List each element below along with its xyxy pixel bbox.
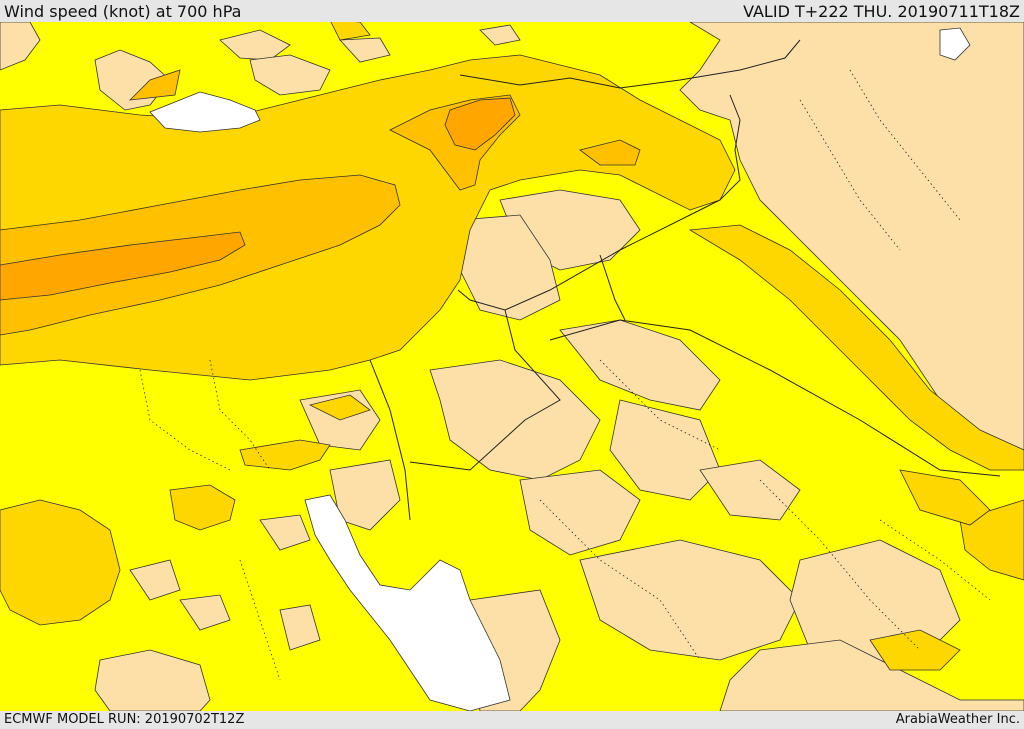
- wind-speed-map[interactable]: [0, 22, 1024, 711]
- header-bar: Wind speed (knot) at 700 hPa VALID T+222…: [0, 0, 1024, 22]
- credit-label: ArabiaWeather Inc.: [896, 712, 1020, 728]
- valid-time: VALID T+222 THU. 20190711T18Z: [743, 3, 1020, 21]
- model-run-label: ECMWF MODEL RUN: 20190702T12Z: [4, 712, 244, 728]
- map-title: Wind speed (knot) at 700 hPa: [4, 3, 241, 21]
- footer-bar: ECMWF MODEL RUN: 20190702T12Z ArabiaWeat…: [0, 711, 1024, 729]
